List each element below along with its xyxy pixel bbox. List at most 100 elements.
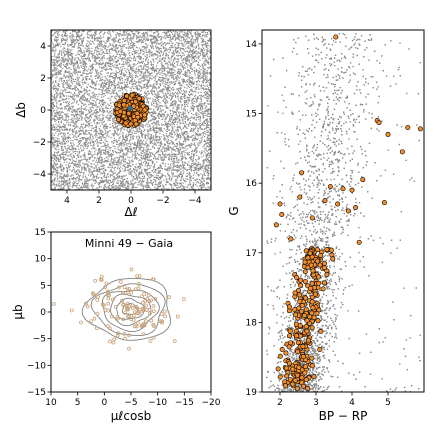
field-star [160,45,162,47]
field-star [139,180,141,182]
field-star [173,121,175,123]
field-star [164,149,166,151]
field-star [188,161,190,163]
field-star [190,153,193,155]
field-star [143,92,146,94]
field-star [60,145,62,147]
field-star [52,179,54,181]
field-star [195,88,197,90]
field-star [154,118,156,120]
field-star [100,50,102,52]
field-star [80,140,82,142]
field-star [94,83,96,85]
field-star [76,37,78,39]
field-star [165,178,167,180]
field-star [174,145,176,147]
field-star [76,130,78,132]
field-star [197,161,200,164]
field-star [207,42,209,45]
field-star [157,113,159,115]
field-star [168,134,170,137]
field-star [72,168,74,170]
field-star [127,149,129,152]
field-star [149,51,151,53]
field-star [174,81,176,83]
field-star [56,91,58,94]
field-star [103,82,105,85]
field-star [144,186,146,188]
field-star [157,103,159,105]
field-star [65,180,67,182]
spatial-field-stars [51,30,211,190]
field-star [150,159,152,161]
field-star [145,49,148,51]
field-star [88,30,90,32]
field-star [70,114,73,116]
field-star [155,35,157,38]
field-star [117,121,119,124]
field-star [112,84,114,86]
field-star [117,149,119,151]
field-star [153,35,156,37]
field-star [80,187,82,189]
field-star [140,156,142,158]
field-star [205,53,207,56]
field-star [95,179,97,181]
field-star [146,98,148,100]
field-star [159,35,161,37]
field-star [203,112,205,114]
field-star [83,96,85,99]
field-star [147,44,149,46]
field-star [205,45,207,47]
field-star [110,93,112,95]
field-star [98,99,100,101]
field-star [85,63,87,65]
field-star [201,188,203,190]
field-star [75,150,77,152]
field-star [209,31,211,34]
field-star [116,47,118,50]
field-star [172,175,174,178]
field-star [136,76,138,78]
field-star [181,108,183,110]
field-star [81,130,84,132]
field-star [104,94,106,96]
field-star [186,38,188,40]
field-star [161,65,164,67]
field-star [62,158,65,160]
field-star [161,37,163,39]
field-star [159,102,161,104]
field-star [145,181,148,184]
field-star [188,171,190,173]
field-star [165,33,167,35]
field-star [172,53,174,55]
field-star [166,70,168,72]
field-star [81,171,83,173]
field-star [139,90,141,92]
field-star [85,170,87,172]
field-star [80,61,82,64]
field-star [80,66,83,68]
field-star [160,108,162,110]
field-star [141,62,143,64]
field-star [89,60,92,62]
field-star [152,126,154,128]
field-star [99,80,101,82]
field-star [113,121,115,124]
field-star [61,54,63,56]
field-star [62,59,65,61]
field-star [160,91,162,93]
field-star [181,143,183,145]
field-star [148,159,150,161]
field-star [67,115,69,117]
field-star [162,159,164,162]
field-star [175,113,177,115]
field-star [187,64,189,66]
field-star [201,48,203,50]
field-star [90,162,92,165]
field-star [126,39,129,41]
field-star [112,31,115,33]
field-star [200,48,202,50]
field-star [65,105,68,107]
field-star [196,107,199,109]
